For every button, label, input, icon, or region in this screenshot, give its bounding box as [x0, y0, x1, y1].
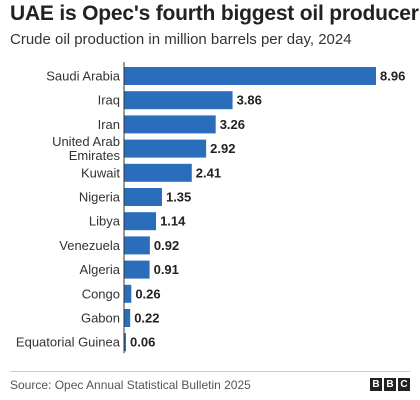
- bbc-logo-letter: C: [398, 378, 410, 391]
- value-label: 0.26: [135, 286, 160, 301]
- category-label: Libya: [89, 214, 121, 229]
- value-label: 1.35: [166, 190, 191, 205]
- category-label: Emirates: [69, 148, 121, 163]
- bar: [124, 260, 150, 279]
- bar: [124, 163, 192, 182]
- category-label: Equatorial Guinea: [16, 335, 121, 350]
- bar: [124, 67, 376, 85]
- footer-divider: [10, 371, 410, 372]
- bar: [124, 139, 207, 158]
- category-label: Saudi Arabia: [46, 69, 120, 84]
- chart-subtitle: Crude oil production in million barrels …: [10, 31, 352, 48]
- value-label: 3.26: [220, 117, 245, 132]
- bar: [124, 309, 131, 327]
- value-label: 3.86: [237, 93, 262, 108]
- bbc-logo-letter: B: [384, 378, 396, 391]
- value-label: 0.92: [154, 238, 179, 253]
- category-label: Nigeria: [79, 190, 121, 205]
- category-label: Iraq: [98, 93, 120, 108]
- bar: [124, 91, 233, 110]
- bar: [124, 333, 126, 352]
- chart-title: UAE is Opec's fourth biggest oil produce…: [10, 2, 419, 25]
- category-label: Iran: [98, 117, 120, 132]
- category-label: Gabon: [81, 311, 120, 326]
- bar: [124, 115, 216, 134]
- bbc-logo: B B C: [370, 378, 410, 391]
- value-label: 0.22: [134, 311, 159, 326]
- bbc-logo-letter: B: [370, 378, 382, 391]
- category-label: Venezuela: [59, 238, 120, 253]
- category-label: Kuwait: [81, 165, 120, 180]
- bar: [124, 212, 157, 231]
- bar: [124, 188, 162, 206]
- category-label: Algeria: [80, 262, 121, 277]
- category-label: United Arab: [52, 134, 120, 149]
- value-label: 0.91: [154, 262, 179, 277]
- value-label: 0.06: [130, 335, 155, 350]
- value-label: 2.41: [196, 165, 221, 180]
- source-note: Source: Opec Annual Statistical Bulletin…: [10, 378, 251, 392]
- value-label: 1.14: [160, 214, 186, 229]
- bar-chart: Saudi Arabia 8.96 Iraq 3.86 Iran 3.26 United A…: [16, 62, 405, 354]
- category-label: Congo: [82, 286, 120, 301]
- value-label: 8.96: [380, 69, 405, 84]
- bar: [124, 284, 132, 303]
- value-label: 2.92: [210, 141, 235, 156]
- bar: [124, 236, 150, 255]
